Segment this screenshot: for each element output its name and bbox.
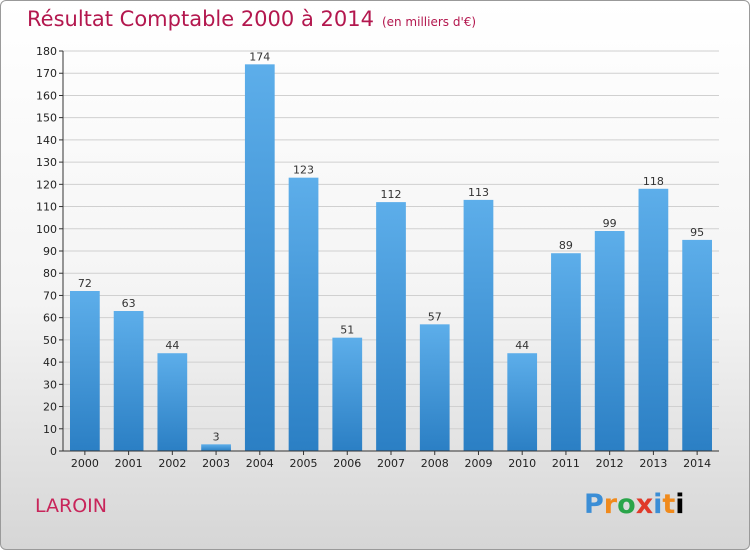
- y-tick-label: 110: [36, 201, 57, 214]
- bar-2000: [69, 291, 100, 451]
- y-tick-label: 40: [43, 356, 57, 369]
- y-tick-label: 130: [36, 156, 57, 169]
- x-tick-label-2013: 2013: [639, 457, 667, 470]
- bar-2001: [113, 311, 144, 451]
- y-tick-label: 50: [43, 334, 57, 347]
- data-label-2010: 44: [515, 339, 529, 352]
- x-tick-label-2012: 2012: [596, 457, 624, 470]
- data-label-2011: 89: [559, 239, 573, 252]
- y-tick-label: 60: [43, 312, 57, 325]
- data-label-2014: 95: [690, 226, 704, 239]
- bar-2007: [376, 202, 406, 451]
- y-tick-label: 0: [50, 445, 57, 458]
- bar-2011: [551, 253, 581, 451]
- data-label-2009: 113: [468, 186, 489, 199]
- bar-2012: [594, 231, 625, 451]
- data-label-2006: 51: [340, 324, 354, 337]
- data-label-2001: 63: [122, 297, 136, 310]
- x-tick-label-2014: 2014: [683, 457, 711, 470]
- y-tick-label: 150: [36, 112, 57, 125]
- data-label-2000: 72: [78, 277, 92, 290]
- x-tick-label-2009: 2009: [464, 457, 492, 470]
- bar-2003: [201, 444, 231, 451]
- bars: 72 63 44 3 174 123 51 112 57 113 44 89 99 118 95: [69, 50, 713, 452]
- data-label-2004: 174: [249, 50, 270, 63]
- x-tick-label-2007: 2007: [377, 457, 405, 470]
- bar-2002: [157, 353, 188, 451]
- y-tick-label: 30: [43, 378, 57, 391]
- bar-2014: [682, 239, 713, 451]
- y-tick-label: 90: [43, 245, 57, 258]
- x-tick-label-2011: 2011: [552, 457, 580, 470]
- x-tick-label-2008: 2008: [421, 457, 449, 470]
- commune-name: LAROIN: [35, 495, 107, 517]
- axes: 0 10 20 30 40 50 60 70 80 90 100 110 120 130 140 150 160…: [36, 45, 719, 470]
- proxiti-logo: Proxiti: [584, 489, 685, 520]
- data-label-2003: 3: [213, 430, 220, 443]
- x-tick-label-2002: 2002: [158, 457, 186, 470]
- y-tick-label: 170: [36, 67, 57, 80]
- bar-2009: [463, 199, 494, 451]
- chart-subtitle: (en milliers d'€): [381, 15, 477, 29]
- y-tick-label: 100: [36, 223, 57, 236]
- y-tick-label: 10: [43, 423, 57, 436]
- y-tick-label: 70: [43, 289, 57, 302]
- x-tick-label-2006: 2006: [333, 457, 361, 470]
- x-tick-label-2004: 2004: [246, 457, 274, 470]
- x-tick-label-2003: 2003: [202, 457, 230, 470]
- bar-2008: [419, 324, 450, 451]
- x-tick-label-2000: 2000: [71, 457, 99, 470]
- x-tick-label-2005: 2005: [290, 457, 318, 470]
- data-label-2002: 44: [165, 339, 179, 352]
- x-tick-label-2010: 2010: [508, 457, 536, 470]
- y-tick-label: 140: [36, 134, 57, 147]
- y-tick-label: 120: [36, 178, 57, 191]
- y-tick-label: 20: [43, 401, 57, 414]
- chart-title: Résultat Comptable 2000 à 2014 (en millie…: [27, 7, 477, 31]
- data-label-2007: 112: [381, 188, 402, 201]
- data-label-2005: 123: [293, 164, 314, 177]
- y-tick-label: 80: [43, 267, 57, 280]
- data-label-2012: 99: [603, 217, 617, 230]
- bar-2013: [638, 188, 669, 451]
- y-tick-label: 180: [36, 45, 57, 58]
- bar-2006: [332, 337, 363, 451]
- bar-2005: [288, 177, 319, 451]
- bar-2004: [244, 64, 275, 452]
- bar-2010: [507, 353, 538, 451]
- data-label-2013: 118: [643, 175, 664, 188]
- x-tick-label-2001: 2001: [115, 457, 143, 470]
- y-tick-label: 160: [36, 89, 57, 102]
- data-label-2008: 57: [428, 310, 442, 323]
